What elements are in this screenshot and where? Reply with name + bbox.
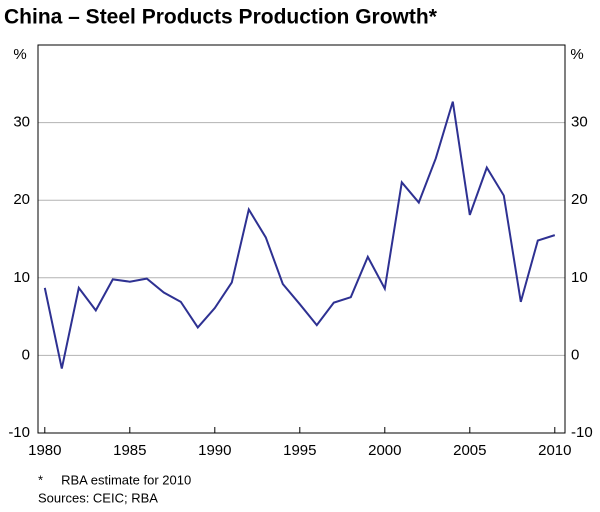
y-tick-label: -10 bbox=[8, 424, 30, 441]
x-tick-label: 2005 bbox=[453, 442, 486, 459]
y-tick-label: 20 bbox=[13, 191, 30, 208]
footnote: Sources: CEIC; RBA bbox=[38, 490, 158, 505]
x-tick-label: 2000 bbox=[368, 442, 401, 459]
y-tick-label: 30 bbox=[13, 114, 30, 131]
x-tick-label: 2010 bbox=[538, 442, 571, 459]
y2-tick-label: 0 bbox=[571, 346, 579, 363]
x-tick-label: 1985 bbox=[113, 442, 146, 459]
footnote: * RBA estimate for 2010 bbox=[38, 472, 191, 487]
y2-tick-label: 10 bbox=[571, 269, 588, 286]
y-tick-label: 10 bbox=[13, 269, 30, 286]
y2-tick-label: 20 bbox=[571, 191, 588, 208]
y-unit-left: % bbox=[13, 46, 26, 63]
y-tick-label: 0 bbox=[22, 346, 30, 363]
y-unit-right: % bbox=[570, 46, 583, 63]
x-tick-label: 1980 bbox=[28, 442, 61, 459]
y2-tick-label: 30 bbox=[571, 114, 588, 131]
plot-frame bbox=[37, 44, 566, 434]
data-line bbox=[43, 101, 556, 369]
chart-title: China – Steel Products Production Growth… bbox=[4, 6, 438, 29]
x-tick-label: 1990 bbox=[198, 442, 231, 459]
y2-tick-label: -10 bbox=[571, 424, 593, 441]
x-tick-label: 1995 bbox=[283, 442, 316, 459]
